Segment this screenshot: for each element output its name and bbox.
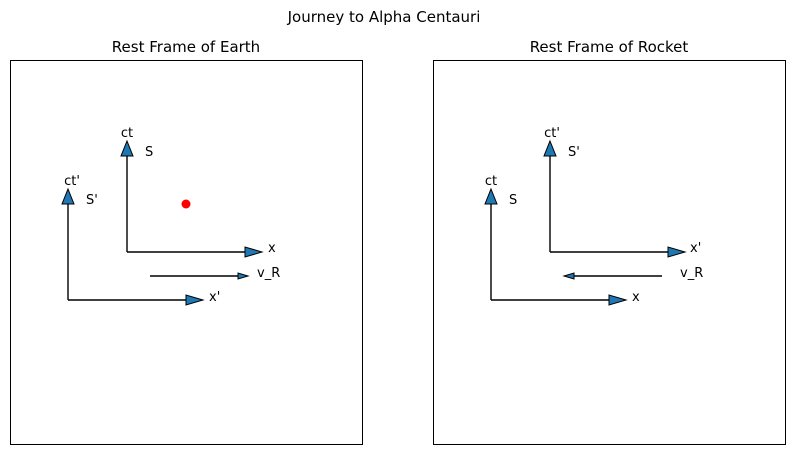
panel-title-earth: Rest Frame of Earth [112, 38, 260, 56]
frame-s-prime-axes: ct' x' S' [61, 174, 220, 306]
ct-prime-axis-label: ct' [544, 126, 560, 141]
x-axis-label: x [268, 241, 276, 256]
ct-prime-arrowhead [61, 187, 75, 205]
velocity-arrow: v_R [150, 266, 280, 281]
frame-s-axes-rocket: ct x S [484, 174, 640, 306]
velocity-arrowhead [562, 272, 575, 280]
frame-s-label: S [509, 193, 517, 208]
frame-s-label: S [145, 145, 153, 160]
ct-prime-axis-label: ct' [64, 174, 80, 189]
ct-prime-arrowhead [543, 139, 557, 157]
x-arrowhead [244, 246, 264, 258]
velocity-label: v_R [257, 266, 280, 281]
ct-axis-label: ct [485, 174, 497, 189]
velocity-label: v_R [680, 266, 703, 281]
panel-frame-earth [10, 60, 363, 445]
x-prime-arrowhead [667, 246, 687, 258]
ct-arrowhead [120, 139, 134, 157]
event-dot [181, 199, 191, 209]
figure-title: Journey to Alpha Centauri [287, 8, 481, 26]
x-axis-label: x [632, 290, 640, 305]
x-prime-arrowhead [185, 294, 205, 306]
panel-rocket: Rest Frame of Rocket ct' x' S' v_R ct x [433, 38, 786, 445]
x-prime-axis-label: x' [690, 241, 701, 256]
frame-s-prime-label: S' [568, 145, 580, 160]
panel-title-rocket: Rest Frame of Rocket [530, 38, 689, 56]
ct-arrowhead [484, 187, 498, 205]
velocity-arrow: v_R [562, 266, 703, 281]
frame-s-axes: ct x S [120, 126, 276, 258]
frame-s-prime-axes-rocket: ct' x' S' [543, 126, 701, 258]
panel-earth: Rest Frame of Earth ct x S v_R ct' [10, 38, 363, 445]
x-prime-axis-label: x' [209, 290, 220, 305]
x-arrowhead [608, 294, 628, 306]
velocity-arrowhead [237, 272, 250, 280]
panel-frame-rocket [433, 60, 786, 445]
frame-s-prime-label: S' [86, 193, 98, 208]
ct-axis-label: ct [121, 126, 133, 141]
